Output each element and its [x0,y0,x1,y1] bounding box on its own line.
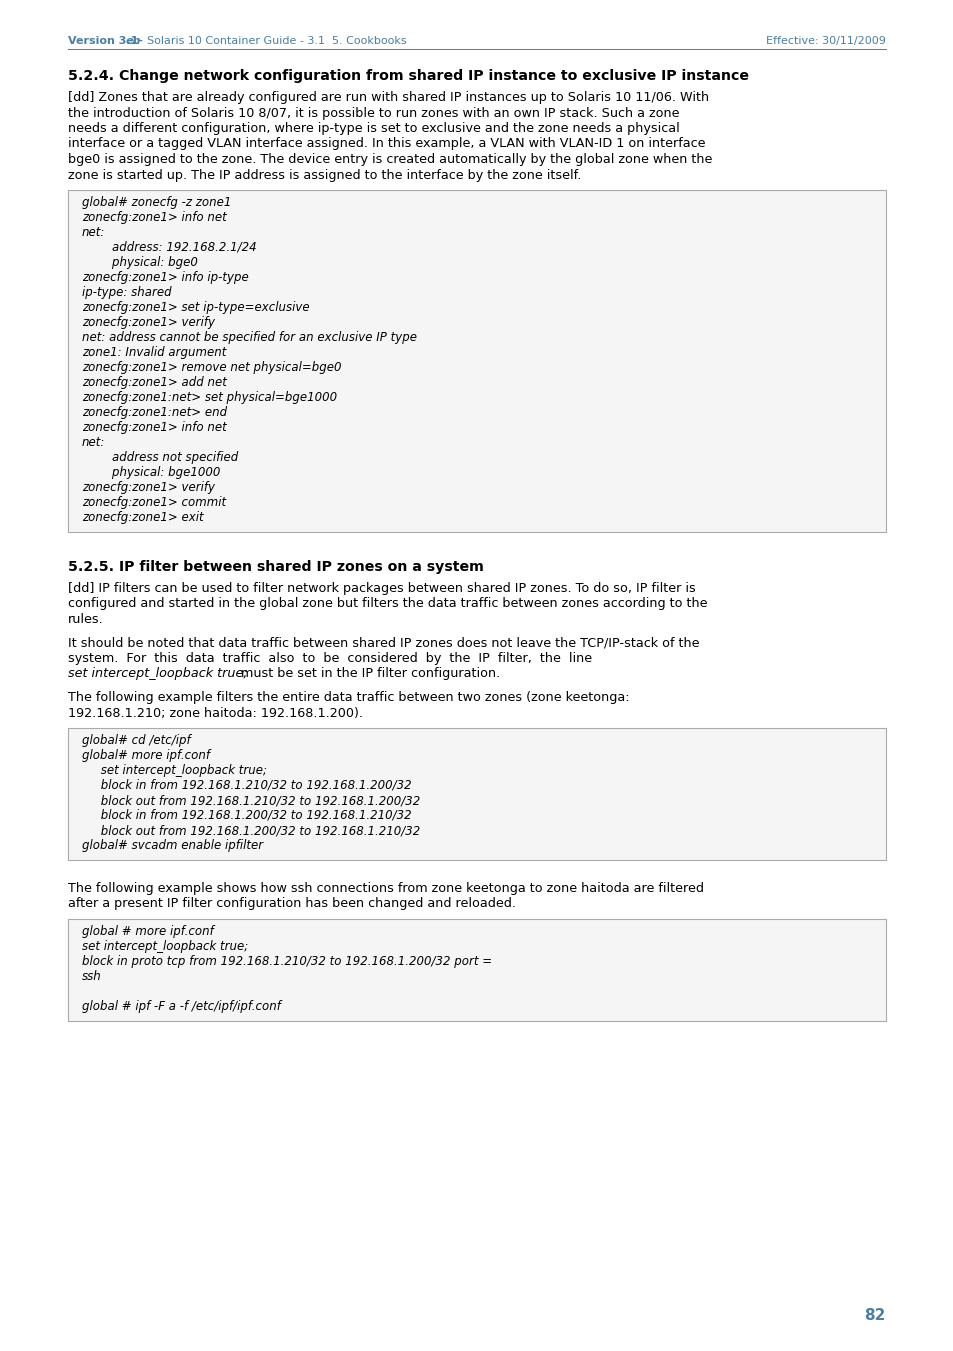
Bar [68,728,885,861]
Text: Version 3.1-: Version 3.1- [68,36,143,46]
Text: zonecfg:zone1> remove net physical=bge0: zonecfg:zone1> remove net physical=bge0 [82,361,341,374]
Text: block in from 192.168.1.210/32 to 192.168.1.200/32: block in from 192.168.1.210/32 to 192.16… [82,780,411,792]
Text: block in proto tcp from 192.168.1.210/32 to 192.168.1.200/32 port =: block in proto tcp from 192.168.1.210/32… [82,955,492,969]
Text: en: en [126,36,141,46]
Text: global # more ipf.conf: global # more ipf.conf [82,925,213,938]
Text: block out from 192.168.1.210/32 to 192.168.1.200/32: block out from 192.168.1.210/32 to 192.1… [82,794,420,807]
Text: 5.2.4. Change network configuration from shared IP instance to exclusive IP inst: 5.2.4. Change network configuration from… [68,69,748,82]
Text: block in from 192.168.1.200/32 to 192.168.1.210/32: block in from 192.168.1.200/32 to 192.16… [82,809,411,821]
Text: ssh: ssh [82,970,102,984]
Text: zonecfg:zone1> info ip-type: zonecfg:zone1> info ip-type [82,272,249,284]
Text: set intercept_loopback true;: set intercept_loopback true; [82,940,248,952]
Text: set intercept_loopback true;: set intercept_loopback true; [82,765,267,777]
Text: physical: bge0: physical: bge0 [82,255,197,269]
Text: The following example filters the entire data traffic between two zones (zone ke: The following example filters the entire… [68,690,629,704]
Text: zonecfg:zone1> set ip-type=exclusive: zonecfg:zone1> set ip-type=exclusive [82,301,310,313]
Text: bge0 is assigned to the zone. The device entry is created automatically by the g: bge0 is assigned to the zone. The device… [68,153,712,166]
Text: The following example shows how ssh connections from zone keetonga to zone haito: The following example shows how ssh conn… [68,882,703,894]
Text: net: address cannot be specified for an exclusive IP type: net: address cannot be specified for an … [82,331,416,345]
Text: zone1: Invalid argument: zone1: Invalid argument [82,346,226,359]
Text: global# more ipf.conf: global# more ipf.conf [82,748,210,762]
Text: address: 192.168.2.1/24: address: 192.168.2.1/24 [82,240,256,254]
Bar [68,919,885,1021]
Text: zonecfg:zone1> info net: zonecfg:zone1> info net [82,422,227,434]
Text: zonecfg:zone1> add net: zonecfg:zone1> add net [82,376,227,389]
Text: zonecfg:zone1:net> set physical=bge1000: zonecfg:zone1:net> set physical=bge1000 [82,390,336,404]
Text: zonecfg:zone1> verify: zonecfg:zone1> verify [82,481,214,494]
Text: ip-type: shared: ip-type: shared [82,286,172,299]
Text: the introduction of Solaris 10 8/07, it is possible to run zones with an own IP : the introduction of Solaris 10 8/07, it … [68,107,679,119]
Bar [68,190,885,532]
Text: zonecfg:zone1> info net: zonecfg:zone1> info net [82,211,227,224]
Text: zonecfg:zone1> verify: zonecfg:zone1> verify [82,316,214,330]
Text: global# zonecfg -z zone1: global# zonecfg -z zone1 [82,196,232,209]
Text: [dd] Zones that are already configured are run with shared IP instances up to So: [dd] Zones that are already configured a… [68,91,708,104]
Text: must be set in the IP filter configuration.: must be set in the IP filter configurati… [237,667,500,681]
Text: Effective: 30/11/2009: Effective: 30/11/2009 [765,36,885,46]
Text: needs a different configuration, where ip-type is set to exclusive and the zone : needs a different configuration, where i… [68,122,679,135]
Text: global # ipf -F a -f /etc/ipf/ipf.conf: global # ipf -F a -f /etc/ipf/ipf.conf [82,1000,280,1013]
Text: 5.2.5. IP filter between shared IP zones on a system: 5.2.5. IP filter between shared IP zones… [68,561,483,574]
Text: net:: net: [82,226,105,239]
Text: net:: net: [82,436,105,449]
Text: address not specified: address not specified [82,451,238,463]
Text: interface or a tagged VLAN interface assigned. In this example, a VLAN with VLAN: interface or a tagged VLAN interface ass… [68,138,705,150]
Text: rules.: rules. [68,613,104,626]
Text: zonecfg:zone1:net> end: zonecfg:zone1:net> end [82,407,227,419]
Text: 82: 82 [863,1308,885,1323]
Text: global# cd /etc/ipf: global# cd /etc/ipf [82,734,191,747]
Text: zone is started up. The IP address is assigned to the interface by the zone itse: zone is started up. The IP address is as… [68,169,580,181]
Text: after a present IP filter configuration has been changed and reloaded.: after a present IP filter configuration … [68,897,516,911]
Text: zonecfg:zone1> commit: zonecfg:zone1> commit [82,496,226,509]
Text: global# svcadm enable ipfilter: global# svcadm enable ipfilter [82,839,263,852]
Text: Solaris 10 Container Guide - 3.1  5. Cookbooks: Solaris 10 Container Guide - 3.1 5. Cook… [140,36,406,46]
Text: configured and started in the global zone but filters the data traffic between z: configured and started in the global zon… [68,597,707,611]
Text: physical: bge1000: physical: bge1000 [82,466,220,480]
Text: zonecfg:zone1> exit: zonecfg:zone1> exit [82,511,203,524]
Text: It should be noted that data traffic between shared IP zones does not leave the : It should be noted that data traffic bet… [68,636,699,650]
Text: system.  For  this  data  traffic  also  to  be  considered  by  the  IP  filter: system. For this data traffic also to be… [68,653,592,665]
Text: 192.168.1.210; zone haitoda: 192.168.1.200).: 192.168.1.210; zone haitoda: 192.168.1.2… [68,707,363,720]
Text: set intercept_loopback true;: set intercept_loopback true; [68,667,248,681]
Text: block out from 192.168.1.200/32 to 192.168.1.210/32: block out from 192.168.1.200/32 to 192.1… [82,824,420,838]
Text: [dd] IP filters can be used to filter network packages between shared IP zones. : [dd] IP filters can be used to filter ne… [68,582,695,594]
